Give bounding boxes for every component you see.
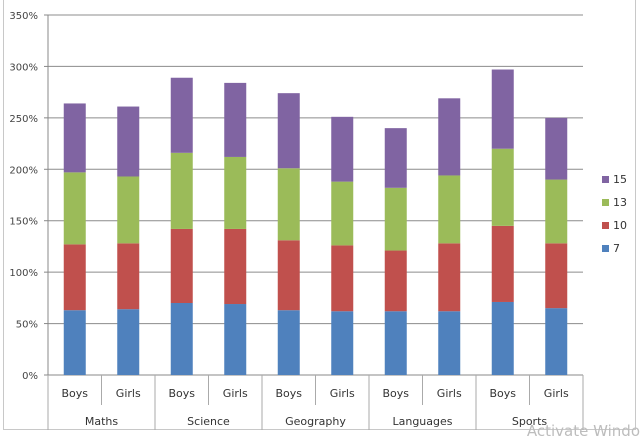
bar-segment-7: [277, 310, 300, 375]
x-group-label: Geography: [285, 415, 346, 428]
bar-segment-7: [170, 303, 193, 375]
x-group-label: Maths: [85, 415, 119, 428]
legend-label: 7: [613, 242, 620, 255]
bar-segment-10: [491, 225, 514, 302]
bar-segment-15: [277, 93, 300, 169]
bar-segment-15: [63, 103, 86, 173]
activation-watermark: Activate Windo: [527, 422, 640, 438]
legend-swatch-13: [602, 199, 609, 206]
x-tick-label: Girls: [223, 387, 248, 400]
bar-segment-13: [491, 148, 514, 226]
bar-segment-7: [224, 304, 247, 375]
legend-label: 10: [613, 219, 627, 232]
bar-segment-13: [545, 179, 568, 244]
bar-segment-10: [224, 228, 247, 305]
legend-label: 13: [613, 196, 627, 209]
bar-segment-7: [117, 309, 140, 375]
legend-swatch-10: [602, 222, 609, 229]
y-tick-label: 200%: [9, 165, 38, 176]
bar-segment-10: [63, 244, 86, 311]
bar-segment-7: [331, 311, 354, 375]
chart-frame: [3, 0, 636, 430]
x-tick-label: Girls: [330, 387, 355, 400]
bar-segment-10: [170, 228, 193, 303]
y-tick-label: 250%: [9, 114, 38, 125]
bar-segment-13: [117, 176, 140, 244]
x-tick-label: Boys: [61, 387, 88, 400]
legend-label: 15: [613, 173, 627, 186]
bar-segment-15: [545, 117, 568, 180]
bar-segment-15: [331, 116, 354, 182]
bar-segment-10: [277, 240, 300, 311]
x-tick-label: Girls: [437, 387, 462, 400]
bar-segment-7: [491, 301, 514, 375]
bar-segment-10: [331, 245, 354, 312]
bar-segment-15: [170, 77, 193, 153]
bar-segment-13: [438, 175, 461, 244]
bar-segment-15: [491, 69, 514, 149]
y-tick-label: 0%: [22, 371, 38, 382]
bar-segment-13: [224, 156, 247, 229]
x-tick-label: Girls: [544, 387, 569, 400]
bar-segment-7: [384, 311, 407, 375]
bar-segment-15: [438, 98, 461, 176]
bar-segment-10: [438, 243, 461, 312]
bar-segment-15: [117, 106, 140, 177]
x-tick-label: Boys: [168, 387, 195, 400]
x-group-label: Science: [187, 415, 230, 428]
bar-segment-10: [384, 250, 407, 312]
y-tick-label: 350%: [9, 11, 38, 22]
x-tick-label: Boys: [489, 387, 516, 400]
bar-segment-10: [117, 243, 140, 310]
bar-segment-15: [384, 128, 407, 188]
bar-segment-7: [438, 311, 461, 375]
bar-segment-13: [170, 152, 193, 229]
x-tick-label: Boys: [275, 387, 302, 400]
bar-segment-13: [277, 168, 300, 241]
y-tick-label: 150%: [9, 217, 38, 228]
x-tick-label: Boys: [382, 387, 409, 400]
bar-segment-10: [545, 243, 568, 309]
x-group-label: Sports: [512, 415, 548, 428]
y-tick-label: 300%: [9, 62, 38, 73]
y-tick-label: 50%: [16, 320, 38, 331]
x-tick-label: Girls: [116, 387, 141, 400]
bar-segment-13: [384, 187, 407, 251]
bar-segment-7: [63, 310, 86, 375]
x-group-label: Languages: [392, 415, 452, 428]
bar-segment-15: [224, 82, 247, 157]
bar-segment-13: [331, 181, 354, 246]
bar-segment-7: [545, 308, 568, 375]
legend-swatch-7: [602, 245, 609, 252]
y-tick-label: 100%: [9, 268, 38, 279]
bar-segment-13: [63, 172, 86, 245]
legend-swatch-15: [602, 176, 609, 183]
